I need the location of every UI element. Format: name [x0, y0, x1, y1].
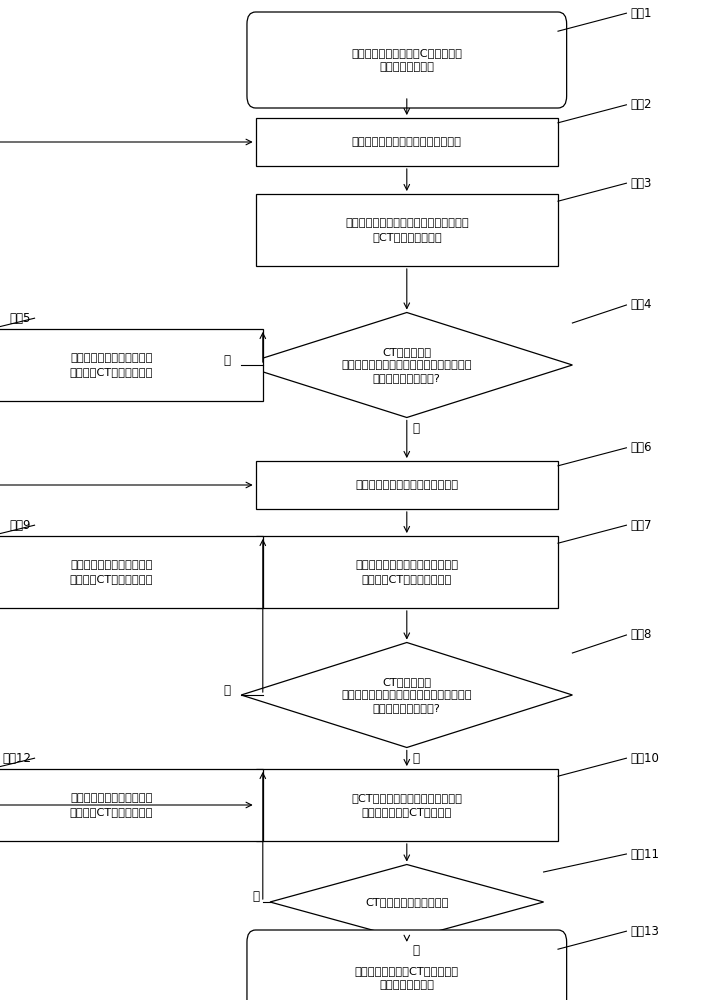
Text: 步骤10: 步骤10	[630, 752, 659, 765]
Text: 调节继电保护测试仪输出额定电流: 调节继电保护测试仪输出额定电流	[355, 480, 459, 490]
Bar	[0, 536, 263, 608]
Polygon shape	[270, 864, 544, 940]
Text: 步骤4: 步骤4	[630, 298, 652, 311]
Text: 步骤2: 步骤2	[630, 98, 652, 111]
Text: 步骤7: 步骤7	[630, 519, 652, 532]
Bar	[0, 769, 263, 841]
Text: 进行发电厂电气主系统C型二次通流
试验前期准备工作: 进行发电厂电气主系统C型二次通流 试验前期准备工作	[351, 48, 462, 72]
Polygon shape	[241, 643, 572, 748]
Text: 步骤6: 步骤6	[630, 441, 652, 454]
Bar	[256, 461, 558, 509]
Text: 关闭继电保护测试仪，查找
并消除该CT二次回路缺陷: 关闭继电保护测试仪，查找 并消除该CT二次回路缺陷	[70, 560, 153, 584]
Text: CT二次侧电流
测量幅值和相位与继电保护测试仪输出电流
幅值和相位是否一致?: CT二次侧电流 测量幅值和相位与继电保护测试仪输出电流 幅值和相位是否一致?	[341, 677, 472, 713]
Text: 步骤13: 步骤13	[630, 925, 659, 938]
FancyBboxPatch shape	[247, 930, 567, 1000]
Text: 测量并记录继电保护测试仪输出微小电流
时CT二次侧实际电流: 测量并记录继电保护测试仪输出微小电流 时CT二次侧实际电流	[345, 218, 469, 242]
Text: 依次进行剩余各组CT二次通流试
验，直至试验结束: 依次进行剩余各组CT二次通流试 验，直至试验结束	[355, 966, 459, 990]
Text: 步骤9: 步骤9	[9, 519, 31, 532]
Bar	[256, 194, 558, 266]
Text: 测量并记录继电保护测试仪输出额
定电流时CT二次侧实际电流: 测量并记录继电保护测试仪输出额 定电流时CT二次侧实际电流	[355, 560, 459, 584]
Text: 步骤5: 步骤5	[9, 312, 31, 325]
Bar	[256, 769, 558, 841]
Text: 关闭继电保护测试仪，查找
并消除该CT二次回路缺陷: 关闭继电保护测试仪，查找 并消除该CT二次回路缺陷	[70, 353, 153, 377]
Text: 否: 否	[223, 684, 230, 696]
Text: CT二次负担是否三相平衡: CT二次负担是否三相平衡	[365, 897, 449, 907]
Text: 否: 否	[223, 354, 230, 366]
Text: 步骤8: 步骤8	[630, 629, 652, 642]
Polygon shape	[241, 312, 572, 418]
Text: 是: 是	[412, 422, 419, 436]
Bar	[0, 329, 263, 401]
Text: 调节继电保护测试仪输出一微小电流: 调节继电保护测试仪输出一微小电流	[352, 137, 462, 147]
FancyBboxPatch shape	[247, 12, 567, 108]
Text: 步骤3: 步骤3	[630, 177, 652, 190]
Text: 步骤12: 步骤12	[2, 752, 31, 765]
Text: 步骤11: 步骤11	[630, 848, 659, 860]
Text: 在CT二次侧电流为额定电流的情况
下，测量并记录CT二次负担: 在CT二次侧电流为额定电流的情况 下，测量并记录CT二次负担	[351, 793, 462, 817]
Text: CT二次侧电流
测量幅值和相位与继电保护测试仪输出电流
幅值和相位是否一致?: CT二次侧电流 测量幅值和相位与继电保护测试仪输出电流 幅值和相位是否一致?	[341, 347, 472, 383]
Text: 步骤1: 步骤1	[630, 7, 652, 20]
Text: 关闭继电保护测试仪，查找
并消除该CT二次回路缺陷: 关闭继电保护测试仪，查找 并消除该CT二次回路缺陷	[70, 793, 153, 817]
Bar	[256, 118, 558, 166]
Text: 否: 否	[252, 890, 259, 904]
Bar	[256, 536, 558, 608]
Text: 是: 是	[412, 752, 419, 766]
Text: 是: 是	[412, 944, 419, 958]
